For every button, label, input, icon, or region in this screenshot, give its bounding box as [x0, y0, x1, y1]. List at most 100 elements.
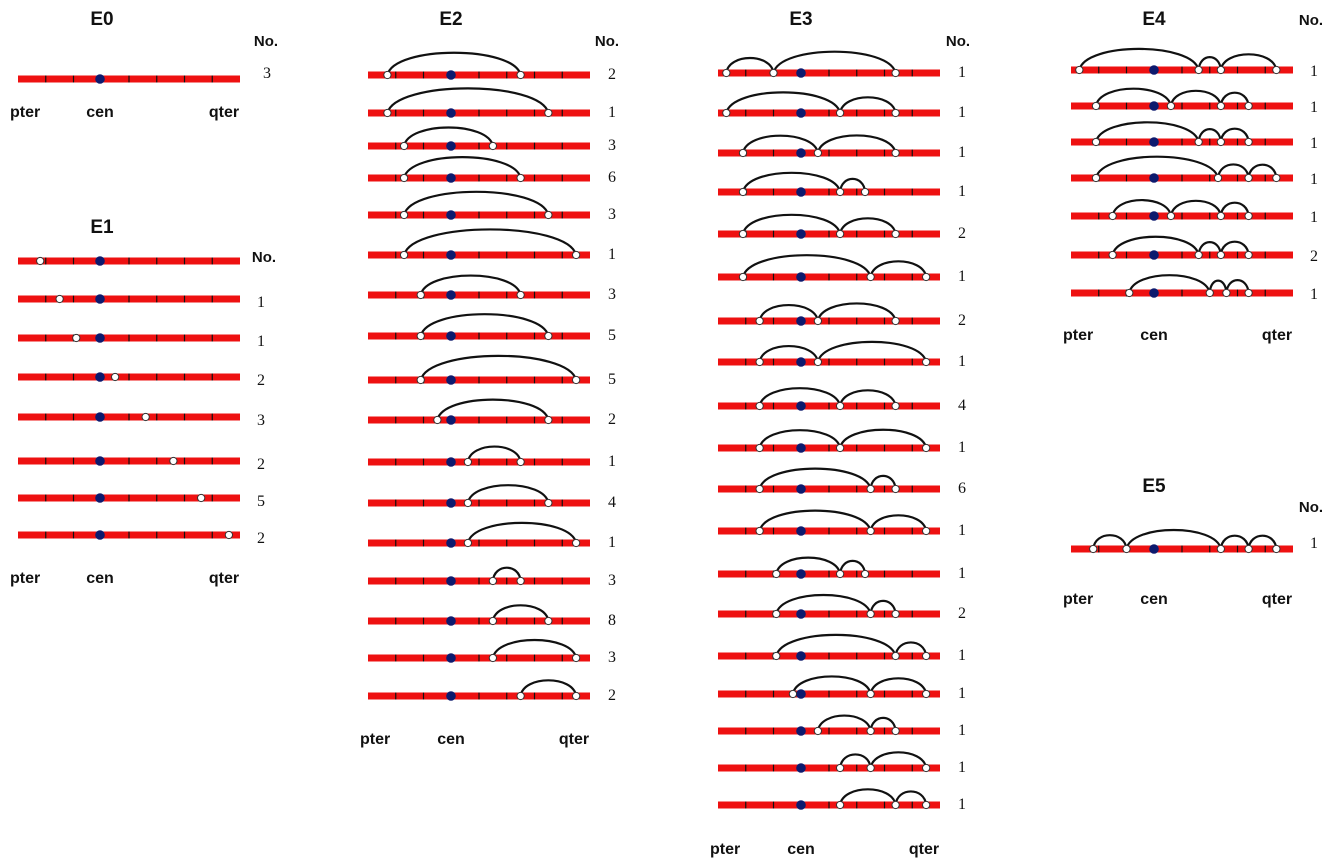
breakpoint-marker [891, 108, 900, 118]
centromere-marker [95, 256, 105, 266]
row-count: 1 [608, 246, 616, 263]
pter-label: pter [10, 104, 40, 121]
breakpoint-marker [755, 401, 764, 411]
breakpoint-marker [1244, 137, 1253, 147]
centromere-marker [1149, 65, 1159, 75]
breakpoint-marker [891, 316, 900, 326]
row-count: 1 [1310, 135, 1318, 152]
breakpoint-marker [891, 651, 900, 661]
row-count: 1 [958, 104, 966, 121]
breakpoint-marker [866, 609, 875, 619]
breakpoint-marker [866, 763, 875, 773]
centromere-marker [796, 401, 806, 411]
rearrangement-arc [491, 638, 578, 659]
centromere-marker [446, 108, 456, 118]
breakpoint-marker [1166, 211, 1176, 221]
centromere-marker [95, 412, 105, 422]
rearrangement-arc [758, 303, 819, 322]
rearrangement-arc [816, 340, 928, 363]
breakpoint-marker [866, 526, 875, 536]
breakpoint-marker [836, 108, 845, 118]
breakpoint-marker [813, 148, 823, 158]
centromere-marker [796, 763, 806, 773]
rearrangement-arc [741, 171, 842, 193]
breakpoint-marker [891, 148, 900, 158]
qter-label: qter [209, 104, 239, 121]
breakpoint-marker [1216, 65, 1225, 75]
breakpoint-marker [544, 616, 553, 626]
rearrangement-arc [775, 593, 872, 615]
breakpoint-marker [463, 538, 472, 548]
qter-label: qter [559, 731, 589, 748]
row-count: 2 [958, 225, 966, 242]
breakpoint-marker [866, 726, 875, 736]
centromere-marker [95, 372, 105, 382]
row-count: 3 [608, 206, 616, 223]
centromere-marker [796, 484, 806, 494]
breakpoint-marker [572, 691, 581, 701]
breakpoint-marker [544, 415, 553, 425]
breakpoint-marker [1194, 65, 1203, 75]
rearrangement-arc [1125, 528, 1222, 550]
breakpoint-marker [738, 148, 748, 158]
breakpoint-marker [772, 609, 781, 619]
cen-label: cen [1140, 327, 1168, 344]
breakpoint-marker [197, 493, 206, 503]
rearrangement-arc [816, 302, 897, 322]
row-count: 2 [608, 411, 616, 428]
count-header: No. [946, 33, 970, 50]
breakpoint-marker [813, 316, 823, 326]
breakpoint-marker [55, 294, 64, 304]
rearrangement-arc [839, 428, 928, 449]
rearrangement-arc [839, 788, 897, 806]
row-count: 1 [608, 534, 616, 551]
breakpoint-marker [463, 457, 472, 467]
row-count: 1 [1310, 171, 1318, 188]
rearrangement-arc [1169, 199, 1222, 217]
breakpoint-marker [1244, 173, 1253, 183]
rearrangement-arc [772, 50, 897, 74]
breakpoint-marker [399, 141, 409, 151]
breakpoint-marker [516, 173, 525, 183]
row-count: 1 [958, 64, 966, 81]
row-count: 1 [958, 722, 966, 739]
rearrangement-arc [816, 714, 872, 732]
pter-label: pter [1063, 327, 1093, 344]
rearrangement-arc [839, 753, 872, 769]
rearrangement-arc [758, 429, 842, 449]
centromere-marker [796, 357, 806, 367]
breakpoint-marker [922, 526, 931, 536]
rearrangement-arc [1128, 274, 1211, 294]
breakpoint-marker [1194, 137, 1203, 147]
row-count: 5 [257, 493, 265, 510]
breakpoint-marker [141, 412, 150, 422]
breakpoint-marker [1272, 173, 1281, 183]
row-count: 2 [1310, 248, 1318, 265]
breakpoint-marker [922, 357, 931, 367]
row-count: 2 [608, 687, 616, 704]
row-count: 2 [608, 66, 616, 83]
centromere-marker [446, 250, 456, 260]
rearrangement-arc [1111, 198, 1172, 217]
breakpoint-marker [1089, 544, 1098, 554]
centromere-marker [446, 375, 456, 385]
breakpoint-marker [1205, 288, 1214, 298]
panel-title: E2 [439, 9, 462, 30]
rearrangement-arc [758, 344, 819, 363]
centromere-marker [446, 457, 456, 467]
breakpoint-marker [72, 333, 81, 343]
row-count: 1 [257, 333, 265, 350]
breakpoint-marker [488, 616, 497, 626]
breakpoint-marker [1272, 544, 1281, 554]
breakpoint-marker [516, 691, 525, 701]
rearrangement-arc [1219, 53, 1278, 71]
breakpoint-marker [1125, 288, 1134, 298]
panel-title: E3 [789, 9, 812, 30]
row-count: 1 [958, 268, 966, 285]
breakpoint-marker [922, 763, 931, 773]
row-count: 3 [257, 412, 265, 429]
row-count: 1 [958, 439, 966, 456]
breakpoint-marker [1244, 288, 1253, 298]
breakpoint-marker [738, 229, 748, 239]
